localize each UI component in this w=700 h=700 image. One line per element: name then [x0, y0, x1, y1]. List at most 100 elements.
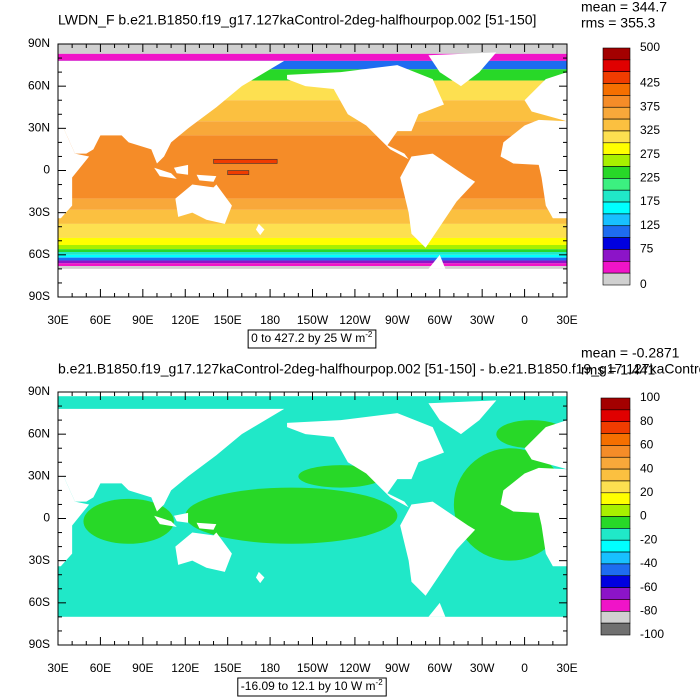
colorbar-box — [602, 83, 631, 96]
colorbar-label: 175 — [640, 194, 660, 208]
panel-title: LWDN_F b.e21.B1850.f19_g17.127kaControl-… — [58, 12, 536, 28]
colorbar-box — [602, 59, 631, 72]
lat-label: 60S — [29, 247, 50, 261]
colorbar-box — [602, 95, 631, 108]
colorbar-label: -100 — [640, 627, 664, 641]
lat-label: 90S — [29, 289, 50, 303]
colorbar-box — [602, 237, 631, 250]
mean-label: mean = -0.2871 — [581, 345, 680, 361]
lat-label: 30S — [29, 205, 50, 219]
colorbar-box — [602, 130, 631, 144]
lat-label: 90N — [28, 36, 50, 50]
lon-label: 120E — [171, 313, 199, 327]
info-sup: -2 — [376, 678, 384, 687]
colorbar-label: 100 — [640, 390, 660, 404]
colorbar-box — [600, 445, 631, 458]
colorbar-label: 20 — [640, 485, 654, 499]
colorbar-box — [602, 213, 631, 227]
lon-label: 90E — [132, 661, 153, 675]
panel-title: b.e21.B1850.f19_g17.127kaControl-2deg-ha… — [58, 361, 700, 377]
lon-label: 60E — [90, 661, 111, 675]
info-sup: -2 — [365, 330, 373, 339]
colorbar-box — [600, 397, 631, 411]
colorbar-label: 225 — [640, 171, 660, 185]
lon-label: 150E — [214, 661, 242, 675]
lat-label: 90N — [28, 384, 50, 398]
colorbar-box — [600, 528, 631, 541]
colorbar-label: -60 — [640, 580, 658, 594]
lon-label: 150E — [214, 313, 242, 327]
colorbar-box — [602, 272, 631, 286]
colorbar-label: -80 — [640, 603, 658, 617]
colorbar-box — [602, 71, 631, 84]
lon-label: 30W — [470, 661, 495, 675]
colorbar-label: 500 — [640, 40, 660, 54]
lon-label: 120W — [339, 313, 371, 327]
colorbar-box — [600, 599, 631, 612]
colorbar-box — [600, 492, 631, 505]
colorbar-box — [602, 225, 631, 238]
colorbar-box — [602, 106, 631, 120]
colorbar-label: 60 — [640, 438, 654, 452]
colorbar-box — [602, 154, 631, 167]
lon-label: 180 — [260, 313, 280, 327]
colorbar-box — [602, 201, 631, 215]
colorbar-box — [600, 409, 631, 423]
map-panel: b.e21.B1850.f19_g17.127kaControl-2deg-ha… — [28, 345, 700, 697]
colorbar-label: 125 — [640, 218, 660, 232]
info-main: -16.09 to 12.1 by 10 W m — [241, 679, 376, 693]
lat-label: 30S — [29, 553, 50, 567]
lon-label: 60W — [427, 661, 452, 675]
mean-label: mean = 344.7 — [581, 0, 667, 15]
colorbar-label: 40 — [640, 461, 654, 475]
lat-label: 0 — [43, 511, 50, 525]
rms-label: rms = 355.3 — [581, 15, 656, 31]
colorbar-box — [600, 551, 631, 565]
lat-label: 60N — [28, 426, 50, 440]
lon-label: 30E — [556, 313, 577, 327]
lon-label: 90E — [132, 313, 153, 327]
info-box: -16.09 to 12.1 by 10 W m-2 — [237, 677, 387, 697]
colorbar-box — [602, 166, 631, 179]
lat-label: 0 — [43, 163, 50, 177]
lon-label: 0 — [521, 661, 528, 675]
map-panel: LWDN_F b.e21.B1850.f19_g17.127kaControl-… — [28, 0, 667, 349]
lon-label: 90W — [385, 661, 410, 675]
lat-label: 60N — [28, 78, 50, 92]
colorbar-box — [600, 587, 631, 600]
lon-label: 120W — [339, 661, 371, 675]
colorbar-box — [600, 516, 631, 529]
colorbar-box — [602, 189, 631, 203]
info-main: 0 to 427.2 by 25 W m — [251, 331, 365, 345]
colorbar-label: 275 — [640, 147, 660, 161]
colorbar-box — [602, 118, 631, 132]
rms-label: rms = 1.441 — [581, 362, 656, 378]
colorbar-label: 0 — [640, 277, 647, 291]
colorbar-box — [600, 563, 631, 577]
colorbar-label: -40 — [640, 556, 658, 570]
info-frame — [237, 677, 387, 697]
info-box: 0 to 427.2 by 25 W m-2 — [247, 329, 377, 349]
lon-label: 30E — [556, 661, 577, 675]
colorbar-box — [600, 575, 631, 588]
colorbar-box — [600, 539, 631, 553]
lon-label: 30E — [47, 661, 68, 675]
colorbar-label: 75 — [640, 242, 654, 256]
colorbar-box — [600, 468, 631, 482]
info-text: 0 to 427.2 by 25 W m-2 — [251, 330, 373, 345]
lon-label: 60E — [90, 313, 111, 327]
info-text: -16.09 to 12.1 by 10 W m-2 — [241, 678, 383, 693]
lat-label: 90S — [29, 637, 50, 651]
lat-label: 60S — [29, 595, 50, 609]
lon-label: 0 — [521, 313, 528, 327]
colorbar-label: -20 — [640, 532, 658, 546]
lon-label: 150W — [297, 313, 329, 327]
colorbar-box — [602, 178, 631, 191]
colorbar-box — [602, 260, 631, 274]
colorbar-box — [602, 249, 631, 262]
lat-label: 30N — [28, 469, 50, 483]
lon-label: 90W — [385, 313, 410, 327]
colorbar-label: 325 — [640, 123, 660, 137]
